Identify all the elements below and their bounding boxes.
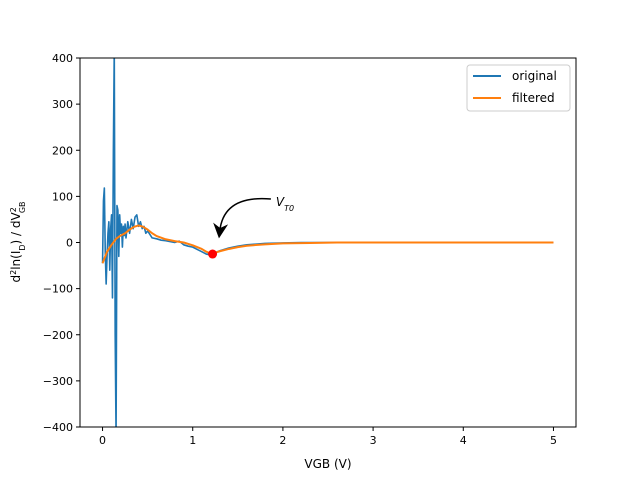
annotation-arrow (213, 197, 271, 239)
y-tick-label: 300 (52, 98, 73, 111)
legend-filtered-label: filtered (512, 91, 555, 105)
x-tick-label: 2 (279, 434, 286, 447)
y-tick-label: −100 (43, 283, 73, 296)
vt0-marker-point (208, 249, 218, 259)
y-tick-label: 0 (66, 237, 73, 250)
x-axis-ticks: 0 1 2 3 4 5 (99, 427, 557, 447)
y-tick-label: 400 (52, 52, 73, 65)
y-tick-label: −200 (43, 329, 73, 342)
x-axis-label: VGB (V) (304, 457, 351, 471)
y-tick-label: 200 (52, 144, 73, 157)
y-axis-label: d2ln(ID) / dV2GB (9, 201, 27, 282)
x-tick-label: 1 (189, 434, 196, 447)
y-tick-label: −400 (43, 421, 73, 434)
x-tick-label: 5 (550, 434, 557, 447)
marker-layer (208, 249, 218, 259)
y-axis-ticks: −400 −300 −200 −100 0 100 200 300 400 (43, 52, 80, 434)
y-tick-label: 100 (52, 190, 73, 203)
x-tick-label: 0 (99, 434, 106, 447)
x-tick-label: 3 (370, 434, 377, 447)
series-layer (101, 58, 554, 427)
annotation-vt0-label: VT0 (276, 195, 294, 213)
legend-original-label: original (512, 69, 557, 83)
x-tick-label: 4 (460, 434, 467, 447)
series-line-filtered (101, 224, 554, 264)
legend: original filtered (466, 64, 571, 112)
y-tick-label: −300 (43, 375, 73, 388)
